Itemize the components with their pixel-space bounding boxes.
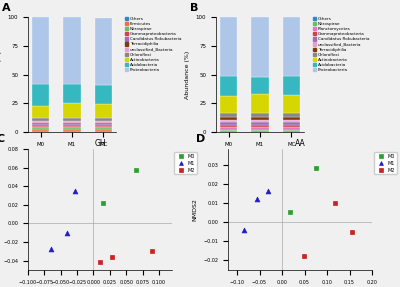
Bar (283, 122, 300, 125)
Bar (95, 129, 112, 131)
M2 (149, 249, 156, 253)
Bar (251, 17, 269, 77)
M0 (287, 210, 293, 215)
Bar (95, 124, 112, 126)
Bar (63, 118, 81, 121)
Bar (95, 104, 112, 118)
Bar (251, 117, 269, 120)
Bar (251, 130, 269, 131)
Bar (32, 131, 49, 132)
Bar (32, 118, 49, 121)
Bar (220, 117, 237, 120)
Bar (95, 127, 112, 129)
Bar (32, 106, 49, 118)
Bar (95, 121, 112, 123)
Bar (95, 118, 112, 121)
Text: B: B (190, 3, 198, 13)
Bar (251, 94, 269, 113)
M1 (72, 189, 78, 193)
Bar (283, 17, 300, 76)
Bar (32, 17, 49, 84)
M1 (64, 230, 70, 235)
Bar (251, 125, 269, 127)
M0 (312, 166, 319, 171)
Legend: M0, M1, M2: M0, M1, M2 (374, 152, 397, 174)
Bar (63, 126, 81, 127)
Bar (283, 125, 300, 127)
Bar (220, 127, 237, 130)
Legend: Others, Nitrospirae, Planctomycetes, Gammaproteobacteria, Candidatus Rokubacteri: Others, Nitrospirae, Planctomycetes, Gam… (313, 17, 370, 72)
Bar (63, 17, 81, 84)
Bar (251, 131, 269, 132)
Bar (95, 131, 112, 132)
M2 (97, 260, 103, 265)
Bar (32, 124, 49, 126)
Bar (32, 84, 49, 106)
Bar (63, 121, 81, 123)
Y-axis label: Abundance (%): Abundance (%) (185, 51, 190, 99)
M2 (348, 229, 355, 234)
Y-axis label: Abundance (%): Abundance (%) (0, 51, 2, 99)
Bar (95, 85, 112, 104)
M2 (300, 254, 307, 259)
Bar (283, 117, 300, 120)
Bar (220, 96, 237, 113)
Bar (251, 127, 269, 130)
M0 (133, 167, 139, 172)
Title: GH: GH (94, 139, 106, 148)
X-axis label: group: group (63, 152, 81, 157)
Text: A: A (2, 3, 10, 13)
Bar (32, 129, 49, 131)
Bar (251, 120, 269, 122)
M2 (108, 255, 115, 259)
Bar (283, 95, 300, 113)
M1 (264, 189, 271, 194)
Bar (220, 131, 237, 132)
Bar (63, 127, 81, 129)
Bar (220, 17, 237, 76)
Bar (95, 126, 112, 127)
Bar (251, 122, 269, 125)
Bar (283, 76, 300, 95)
Title: AA: AA (295, 139, 305, 148)
Legend: Others, Firmicutes, Nitrospirae, Gammaproteobacteria, Candidatus Rokubacteria, T: Others, Firmicutes, Nitrospirae, Gammapr… (125, 17, 182, 72)
X-axis label: group: group (251, 152, 269, 157)
M1 (48, 247, 54, 252)
Bar (63, 103, 81, 118)
Bar (63, 129, 81, 131)
Bar (63, 131, 81, 132)
Bar (32, 123, 49, 124)
M2 (332, 201, 338, 205)
Bar (63, 124, 81, 126)
Bar (283, 127, 300, 130)
Bar (220, 113, 237, 117)
Bar (95, 123, 112, 124)
Bar (220, 120, 237, 122)
Text: C: C (0, 134, 4, 144)
Text: D: D (196, 134, 206, 144)
M1 (254, 197, 260, 201)
Bar (32, 126, 49, 127)
Bar (251, 113, 269, 117)
Bar (63, 84, 81, 103)
Legend: M0, M1, M2: M0, M1, M2 (174, 152, 197, 174)
Bar (283, 130, 300, 131)
Bar (32, 121, 49, 123)
Bar (220, 130, 237, 131)
M1 (240, 227, 247, 232)
Bar (283, 113, 300, 117)
Bar (251, 77, 269, 94)
Bar (283, 120, 300, 122)
Bar (220, 76, 237, 96)
Bar (63, 123, 81, 124)
Bar (220, 125, 237, 127)
Bar (283, 131, 300, 132)
M0 (100, 201, 106, 205)
Bar (95, 18, 112, 85)
Bar (220, 122, 237, 125)
Bar (32, 127, 49, 129)
Y-axis label: NMDS2: NMDS2 (193, 198, 198, 221)
